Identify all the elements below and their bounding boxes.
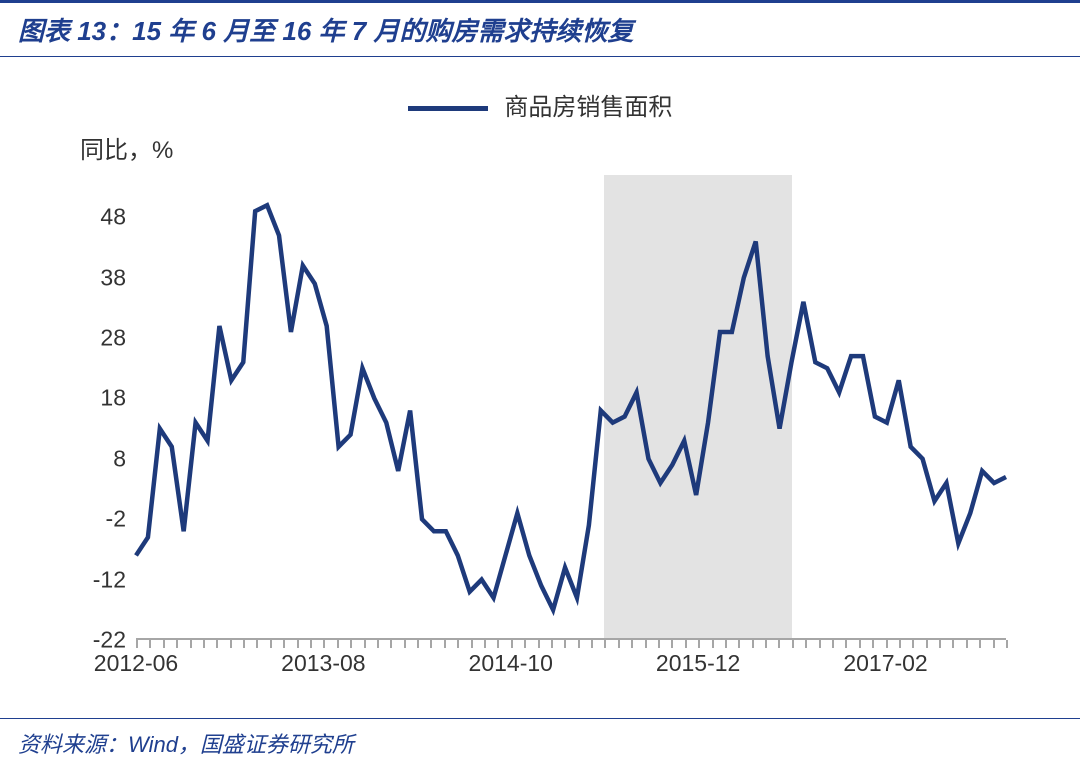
x-tick-mark — [578, 640, 580, 648]
data-line — [136, 205, 1006, 610]
x-tick-mark — [149, 640, 151, 648]
x-tick-mark — [256, 640, 258, 648]
x-tick-mark — [658, 640, 660, 648]
x-tick-mark — [538, 640, 540, 648]
x-tick-mark — [270, 640, 272, 648]
legend-label: 商品房销售面积 — [504, 94, 672, 121]
x-tick-label: 2017-02 — [843, 650, 927, 677]
x-tick-mark — [163, 640, 165, 648]
line-chart-svg — [136, 175, 1006, 640]
x-tick-mark — [859, 640, 861, 648]
x-tick-mark — [899, 640, 901, 648]
x-tick-mark — [310, 640, 312, 648]
x-tick-mark — [444, 640, 446, 648]
x-tick-mark — [283, 640, 285, 648]
x-tick-mark — [698, 640, 700, 648]
legend-line-icon — [408, 106, 488, 111]
x-tick-label: 2013-08 — [281, 650, 365, 677]
x-tick-mark — [230, 640, 232, 648]
x-tick-mark — [136, 640, 138, 648]
x-tick-mark — [337, 640, 339, 648]
y-tick-label: -2 — [66, 506, 126, 533]
x-tick-mark — [604, 640, 606, 648]
x-tick-mark — [966, 640, 968, 648]
x-tick-mark — [377, 640, 379, 648]
x-tick-mark — [738, 640, 740, 648]
x-tick-mark — [685, 640, 687, 648]
x-tick-mark — [484, 640, 486, 648]
chart-header: 图表 13：15 年 6 月至 16 年 7 月的购房需求持续恢复 — [0, 0, 1080, 57]
y-tick-label: 48 — [66, 204, 126, 231]
chart-footer: 资料来源：Wind，国盛证券研究所 — [0, 718, 1080, 773]
x-tick-mark — [832, 640, 834, 648]
x-tick-mark — [350, 640, 352, 648]
y-tick-label: -12 — [66, 566, 126, 593]
legend: 商品房销售面积 — [0, 87, 1080, 122]
x-tick-mark — [926, 640, 928, 648]
x-tick-mark — [591, 640, 593, 648]
x-tick-label: 2012-06 — [94, 650, 178, 677]
x-tick-mark — [671, 640, 673, 648]
y-tick-label: 18 — [66, 385, 126, 412]
x-tick-mark — [564, 640, 566, 648]
x-tick-mark — [511, 640, 513, 648]
y-tick-label: 28 — [66, 325, 126, 352]
x-tick-mark — [1006, 640, 1008, 648]
x-tick-mark — [993, 640, 995, 648]
y-tick-label: 38 — [66, 264, 126, 291]
x-tick-mark — [845, 640, 847, 648]
x-tick-mark — [364, 640, 366, 648]
x-tick-mark — [551, 640, 553, 648]
x-tick-mark — [819, 640, 821, 648]
x-tick-mark — [939, 640, 941, 648]
x-tick-mark — [631, 640, 633, 648]
x-tick-mark — [297, 640, 299, 648]
x-tick-mark — [216, 640, 218, 648]
x-tick-mark — [712, 640, 714, 648]
chart-plot-area: -22-12-2818283848 2012-062013-082014-102… — [136, 175, 1006, 640]
x-tick-mark — [792, 640, 794, 648]
x-tick-mark — [725, 640, 727, 648]
x-tick-mark — [497, 640, 499, 648]
x-tick-mark — [430, 640, 432, 648]
x-tick-mark — [417, 640, 419, 648]
x-tick-mark — [190, 640, 192, 648]
x-tick-mark — [176, 640, 178, 648]
x-tick-mark — [618, 640, 620, 648]
x-tick-mark — [457, 640, 459, 648]
x-tick-mark — [404, 640, 406, 648]
chart-title: 图表 13：15 年 6 月至 16 年 7 月的购房需求持续恢复 — [18, 11, 1062, 48]
x-tick-label: 2015-12 — [656, 650, 740, 677]
x-tick-mark — [805, 640, 807, 648]
x-tick-mark — [752, 640, 754, 648]
x-tick-mark — [243, 640, 245, 648]
x-tick-mark — [872, 640, 874, 648]
x-tick-mark — [765, 640, 767, 648]
x-tick-mark — [323, 640, 325, 648]
x-tick-mark — [778, 640, 780, 648]
x-tick-mark — [390, 640, 392, 648]
x-tick-label: 2014-10 — [469, 650, 553, 677]
x-tick-mark — [203, 640, 205, 648]
x-tick-mark — [471, 640, 473, 648]
y-tick-label: 8 — [66, 445, 126, 472]
x-tick-mark — [886, 640, 888, 648]
x-tick-mark — [952, 640, 954, 648]
x-tick-mark — [524, 640, 526, 648]
y-axis-title: 同比，% — [80, 130, 173, 165]
x-tick-mark — [912, 640, 914, 648]
footer-source: 资料来源：Wind，国盛证券研究所 — [18, 727, 1062, 759]
x-tick-mark — [645, 640, 647, 648]
x-tick-mark — [979, 640, 981, 648]
